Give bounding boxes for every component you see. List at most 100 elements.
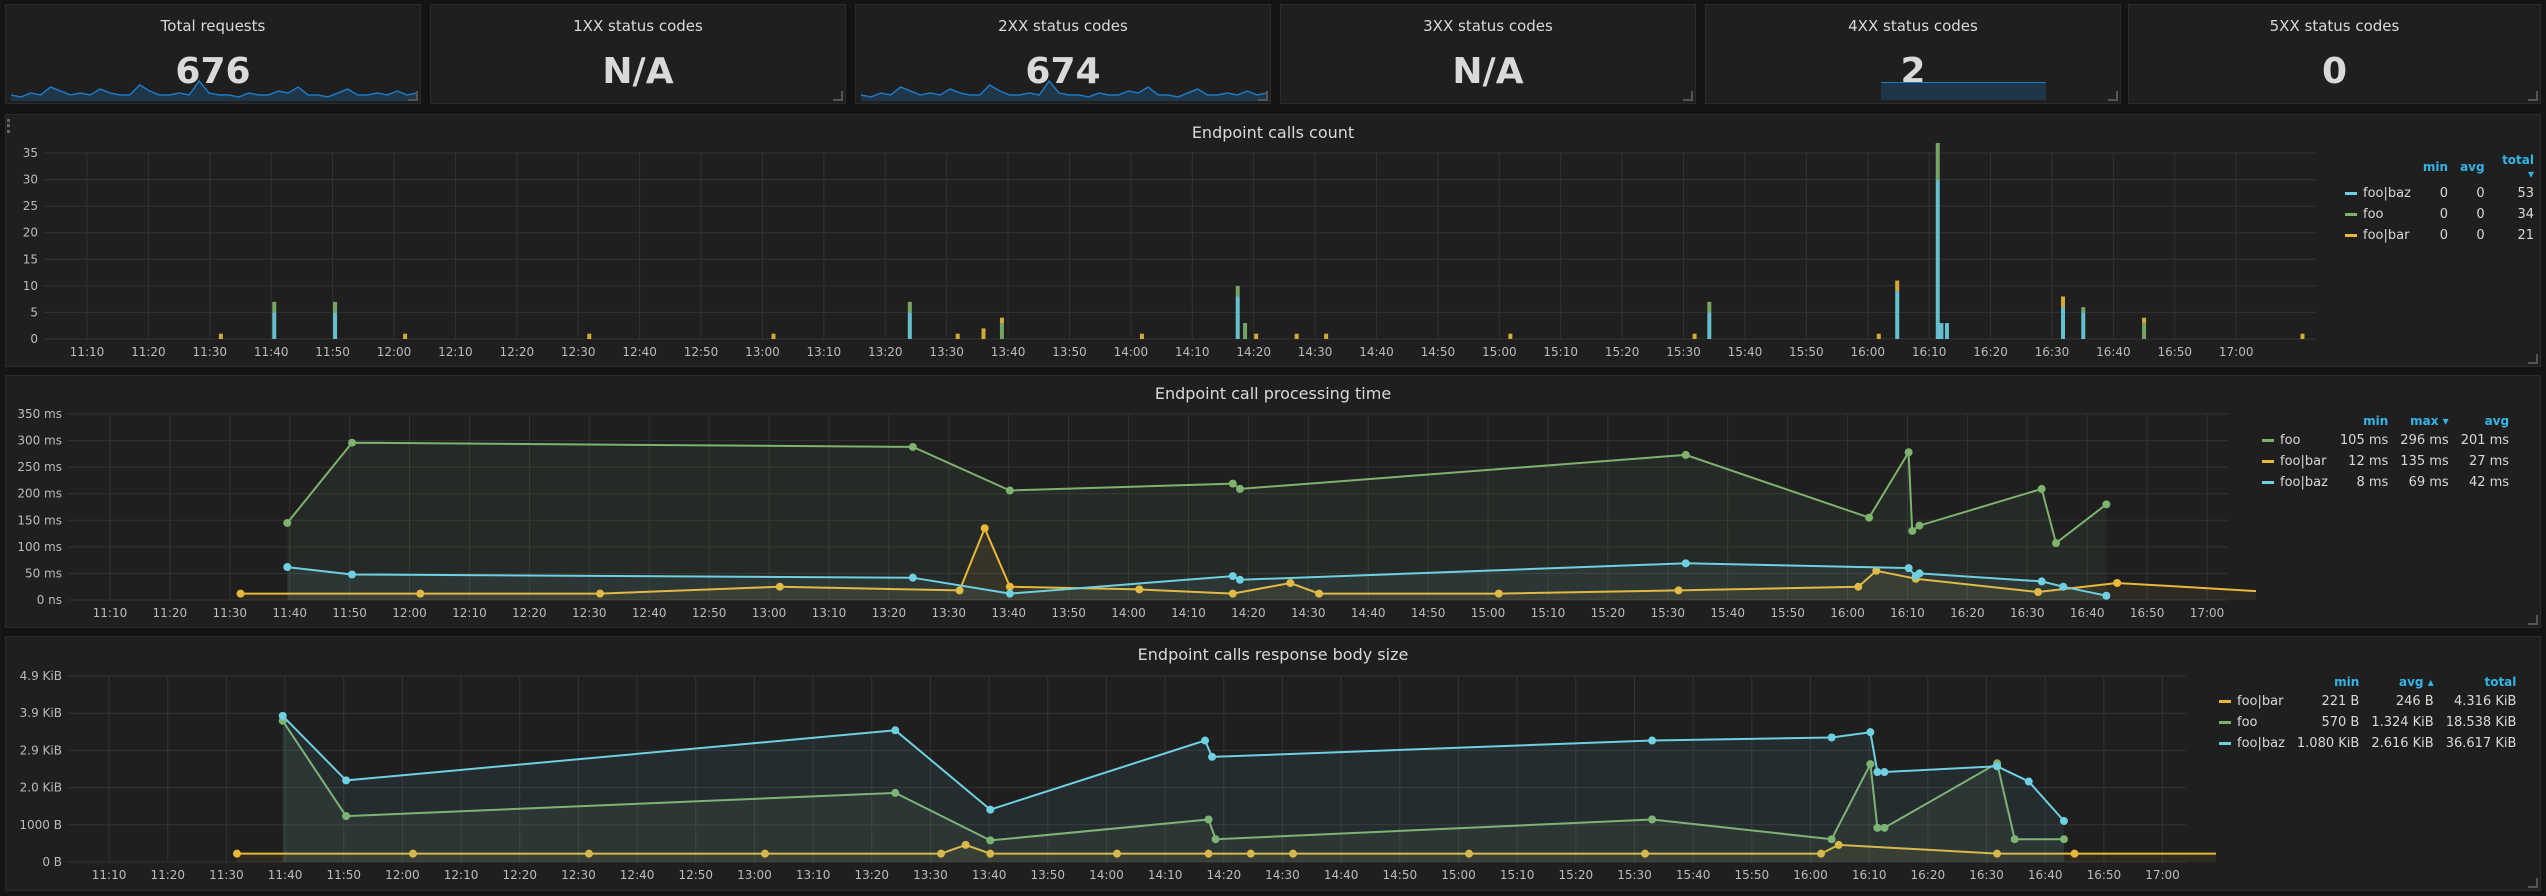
bar	[2142, 317, 2147, 324]
resize-handle[interactable]	[1258, 91, 1268, 101]
legend-header[interactable]: min	[2334, 675, 2360, 689]
panel-title[interactable]: Endpoint calls response body size	[1137, 645, 1409, 664]
y-tick-label: 0	[30, 332, 38, 346]
legend-header[interactable]: total	[2484, 675, 2517, 689]
processing-time-chart[interactable]: 0 ns 50 ms 100 ms 150 ms 200 ms 250 ms 300 ms 3…	[6, 404, 2256, 629]
x-tick-label: 14:30	[1298, 345, 1333, 359]
x-tick-label: 12:20	[500, 345, 535, 359]
series-line	[286, 441, 2108, 545]
data-point	[1211, 835, 1220, 844]
y-tick-label: 20	[23, 226, 38, 240]
bar	[1235, 285, 1240, 297]
data-point	[1641, 849, 1650, 858]
stat-value: N/A	[1452, 51, 1524, 92]
data-point	[1904, 564, 1913, 573]
bar	[587, 333, 592, 339]
series-name[interactable]: foo|bar	[2280, 454, 2327, 469]
data-point	[2059, 817, 2068, 826]
data-point	[1866, 728, 1875, 737]
x-tick-label: 14:10	[1171, 606, 1206, 620]
series-swatch	[2262, 460, 2274, 463]
sparkline-fill	[861, 81, 1267, 101]
x-tick-label: 14:00	[1114, 345, 1149, 359]
calls-count-chart[interactable]: 0 5 10 15 20 25 30 35 11:10 11:20 11:30 11:40 11:50 1…	[6, 143, 2336, 368]
x-tick-label: 12:10	[438, 345, 473, 359]
x-tick-label: 11:30	[209, 868, 244, 882]
x-tick-label: 13:20	[868, 345, 903, 359]
data-point	[416, 589, 425, 598]
resize-handle[interactable]	[2528, 615, 2538, 625]
legend-header[interactable]: total ▾	[2502, 153, 2534, 181]
series-name[interactable]: foo	[2237, 715, 2258, 730]
legend-row[interactable]: foo|bar 0 0 21	[2339, 225, 2540, 246]
legend-header[interactable]: min	[2363, 414, 2389, 428]
legend-row[interactable]: foo 105 ms 296 ms 201 ms	[2256, 430, 2515, 451]
panel-title[interactable]: Endpoint call processing time	[1154, 384, 1392, 403]
x-tick-label: 12:20	[502, 868, 537, 882]
data-point	[1873, 768, 1882, 777]
legend-row[interactable]: foo|bar 12 ms 135 ms 27 ms	[2256, 451, 2515, 472]
data-point	[1681, 559, 1690, 568]
legend-row[interactable]: foo|baz 8 ms 69 ms 42 ms	[2256, 472, 2515, 493]
series-area	[282, 720, 2065, 862]
y-tick-label: 10	[23, 279, 38, 293]
panel-title[interactable]: Endpoint calls count	[1191, 123, 1355, 142]
series-name[interactable]: foo|bar	[2363, 228, 2410, 243]
series-name[interactable]: foo|baz	[2237, 736, 2285, 751]
series-name[interactable]: foo|baz	[2363, 186, 2411, 201]
x-tick-label: 15:20	[1591, 606, 1626, 620]
stat-title[interactable]: Total requests	[160, 17, 266, 35]
x-tick-label: 16:30	[1969, 868, 2004, 882]
series-name[interactable]: foo	[2280, 433, 2301, 448]
x-tick-label: 15:00	[1482, 345, 1517, 359]
data-point	[1246, 849, 1255, 858]
legend-header[interactable]: avg ▴	[2399, 675, 2434, 689]
data-point	[1834, 840, 1843, 849]
data-point	[1865, 513, 1874, 522]
stat-title[interactable]: 2XX status codes	[998, 17, 1128, 35]
x-tick-label: 13:20	[854, 868, 889, 882]
data-point	[1228, 572, 1237, 581]
legend-header[interactable]: min	[2422, 160, 2449, 174]
legend-row[interactable]: foo|baz 0 0 53	[2339, 183, 2540, 204]
legend-header[interactable]: max ▾	[2410, 414, 2449, 428]
data-point	[2037, 484, 2046, 493]
series-name[interactable]: foo|baz	[2280, 475, 2328, 490]
series-area	[236, 844, 2216, 862]
series-name[interactable]: foo	[2363, 207, 2384, 222]
drag-handle[interactable]	[7, 119, 13, 133]
legend-value: 0	[2439, 207, 2449, 222]
x-tick-label: 12:50	[678, 868, 713, 882]
legend-value: 0	[2476, 228, 2485, 243]
x-tick-label: 16:30	[2035, 345, 2070, 359]
resize-handle[interactable]	[408, 91, 418, 101]
bar	[1324, 333, 1329, 339]
resize-handle[interactable]	[1683, 91, 1693, 101]
stat-value: 0	[2321, 51, 2348, 92]
series-name[interactable]: foo|bar	[2237, 694, 2284, 709]
legend-row[interactable]: foo|baz 1.080 KiB 2.616 KiB 36.617 KiB	[2213, 733, 2522, 754]
stat-title[interactable]: 4XX status codes	[1848, 17, 1978, 35]
stat-title[interactable]: 1XX status codes	[573, 17, 703, 35]
legend-value: 8 ms	[2356, 475, 2389, 490]
legend-header[interactable]: avg	[2484, 414, 2510, 428]
response-size-chart[interactable]: 0 B 1000 B 2.0 KiB 2.9 KiB 3.9 KiB 4.9 KiB 11:…	[6, 665, 2216, 892]
stat-title[interactable]: 3XX status codes	[1423, 17, 1553, 35]
legend-value: 34	[2517, 207, 2534, 222]
data-point	[584, 849, 593, 858]
x-tick-label: 16:50	[2087, 868, 2122, 882]
data-point	[2024, 777, 2033, 786]
resize-handle[interactable]	[833, 91, 843, 101]
legend-value: 2.616 KiB	[2371, 736, 2434, 751]
resize-handle[interactable]	[2528, 354, 2538, 364]
legend-row[interactable]: foo 0 0 34	[2339, 204, 2540, 225]
data-point	[937, 849, 946, 858]
resize-handle[interactable]	[2528, 91, 2538, 101]
stat-title[interactable]: 5XX status codes	[2269, 17, 2400, 35]
x-tick-label: 15:30	[1666, 345, 1701, 359]
resize-handle[interactable]	[2528, 878, 2538, 888]
legend-header[interactable]: avg	[2460, 160, 2485, 174]
legend-row[interactable]: foo 570 B 1.324 KiB 18.538 KiB	[2213, 712, 2522, 733]
resize-handle[interactable]	[2108, 91, 2118, 101]
legend-row[interactable]: foo|bar 221 B 246 B 4.316 KiB	[2213, 691, 2522, 712]
